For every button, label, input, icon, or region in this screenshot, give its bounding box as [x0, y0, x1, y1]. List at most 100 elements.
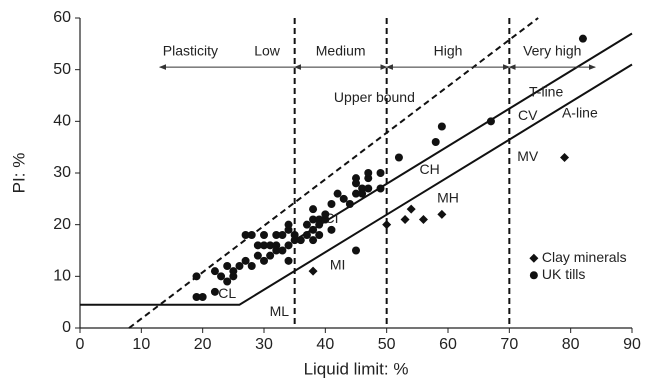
circle-point — [296, 236, 305, 245]
annotation: CL — [218, 285, 236, 301]
circle-point — [364, 184, 373, 193]
x-tick-label: 20 — [194, 336, 212, 353]
circle-point — [290, 231, 299, 239]
circle-point — [431, 138, 440, 146]
circle-point — [278, 246, 287, 255]
y-tick-label: 20 — [53, 216, 71, 233]
circle-point — [333, 189, 342, 198]
diamond-point — [406, 204, 416, 214]
circle-point — [241, 256, 250, 265]
x-tick-label: 70 — [500, 336, 518, 353]
circle-point — [260, 256, 268, 265]
circle-point — [223, 262, 232, 270]
annotation: MI — [330, 257, 346, 273]
circle-point — [253, 241, 262, 250]
circle-point — [352, 246, 360, 255]
legend-marker — [529, 271, 538, 280]
circle-point — [309, 225, 318, 234]
diamond-point — [382, 220, 392, 230]
circle-point — [210, 267, 219, 276]
x-axis-label: Liquid limit: % — [304, 359, 409, 378]
y-tick-label: 0 — [62, 319, 71, 336]
y-tick-label: 60 — [53, 9, 71, 26]
circle-point — [266, 241, 275, 250]
x-tick-label: 0 — [76, 336, 85, 353]
x-tick-label: 30 — [255, 336, 273, 353]
circle-point — [247, 231, 256, 239]
diamond-point — [400, 215, 410, 224]
annotation: Plasticity — [163, 42, 218, 58]
circle-point — [253, 251, 262, 260]
diamond-point — [437, 209, 447, 219]
circle-point — [364, 169, 373, 177]
circle-point — [260, 231, 268, 239]
circle-point — [272, 246, 281, 255]
legend-label: UK tills — [542, 266, 586, 282]
x-tick-label: 50 — [378, 336, 396, 353]
circle-point — [229, 267, 238, 276]
circle-point — [247, 262, 256, 270]
circle-point — [192, 272, 201, 281]
circle-point — [217, 272, 226, 281]
circle-point — [192, 293, 201, 301]
circle-point — [210, 287, 219, 296]
x-tick-label: 40 — [316, 336, 334, 353]
annotation: A-line — [562, 104, 598, 120]
circle-point — [321, 210, 330, 219]
x-tick-label: 80 — [562, 336, 580, 353]
circle-point — [486, 117, 495, 126]
reference-line — [128, 17, 539, 329]
circle-point — [315, 220, 324, 229]
annotation: High — [434, 42, 463, 58]
circle-point — [260, 241, 268, 250]
circle-point — [302, 231, 311, 239]
circle-point — [327, 225, 336, 234]
annotation: MV — [517, 148, 539, 164]
diamond-point — [418, 215, 428, 224]
y-tick-label: 30 — [53, 164, 71, 181]
x-tick-label: 90 — [623, 336, 641, 353]
annotation: T-line — [529, 84, 563, 100]
circle-point — [309, 236, 318, 245]
circle-point — [376, 169, 385, 177]
circle-point — [223, 277, 232, 286]
y-tick-label: 50 — [53, 61, 71, 78]
circle-point — [345, 200, 354, 208]
circle-point — [352, 174, 360, 183]
circle-point — [309, 215, 318, 224]
x-tick-label: 60 — [439, 336, 457, 353]
circle-point — [284, 241, 293, 250]
y-axis-label: PI: % — [9, 153, 28, 194]
y-tick-label: 40 — [53, 113, 71, 130]
diamond-point — [560, 153, 570, 162]
annotation: CV — [518, 107, 538, 123]
circle-point — [578, 34, 587, 43]
circle-point — [352, 189, 360, 198]
annotation: ML — [270, 303, 290, 319]
annotation: Upper bound — [334, 89, 415, 105]
circle-point — [394, 153, 403, 162]
circle-point — [376, 184, 385, 193]
circle-point — [198, 293, 207, 301]
legend-label: Clay minerals — [542, 249, 627, 265]
circle-point — [235, 262, 244, 270]
circle-point — [315, 231, 324, 239]
circle-point — [358, 189, 367, 198]
circle-point — [278, 231, 287, 239]
circle-point — [241, 231, 250, 239]
annotation: Medium — [316, 42, 366, 58]
circle-point — [339, 194, 348, 203]
circle-point — [302, 220, 311, 229]
reference-line — [294, 32, 633, 242]
diamond-point — [308, 266, 318, 276]
circle-point — [272, 231, 281, 239]
circle-point — [284, 220, 293, 229]
circle-point — [284, 256, 293, 265]
circle-point — [437, 122, 446, 131]
circle-point — [309, 205, 318, 214]
y-tick-label: 10 — [53, 268, 71, 285]
legend-marker — [529, 253, 539, 263]
circle-point — [266, 251, 275, 260]
